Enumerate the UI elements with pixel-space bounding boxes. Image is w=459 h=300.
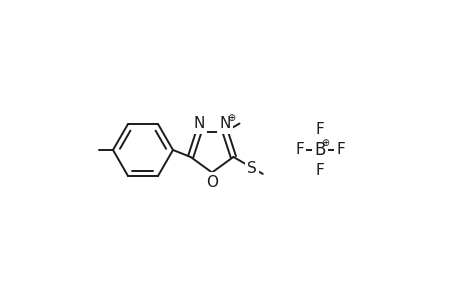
- Text: ⊕: ⊕: [321, 138, 329, 148]
- Text: F: F: [335, 142, 344, 158]
- Text: F: F: [315, 122, 324, 137]
- Text: N: N: [219, 116, 230, 131]
- Text: O: O: [206, 175, 218, 190]
- Text: F: F: [295, 142, 303, 158]
- Text: F: F: [315, 163, 324, 178]
- Text: ⊕: ⊕: [227, 113, 235, 123]
- Text: S: S: [246, 161, 256, 176]
- Text: B: B: [313, 141, 325, 159]
- Text: N: N: [193, 116, 204, 131]
